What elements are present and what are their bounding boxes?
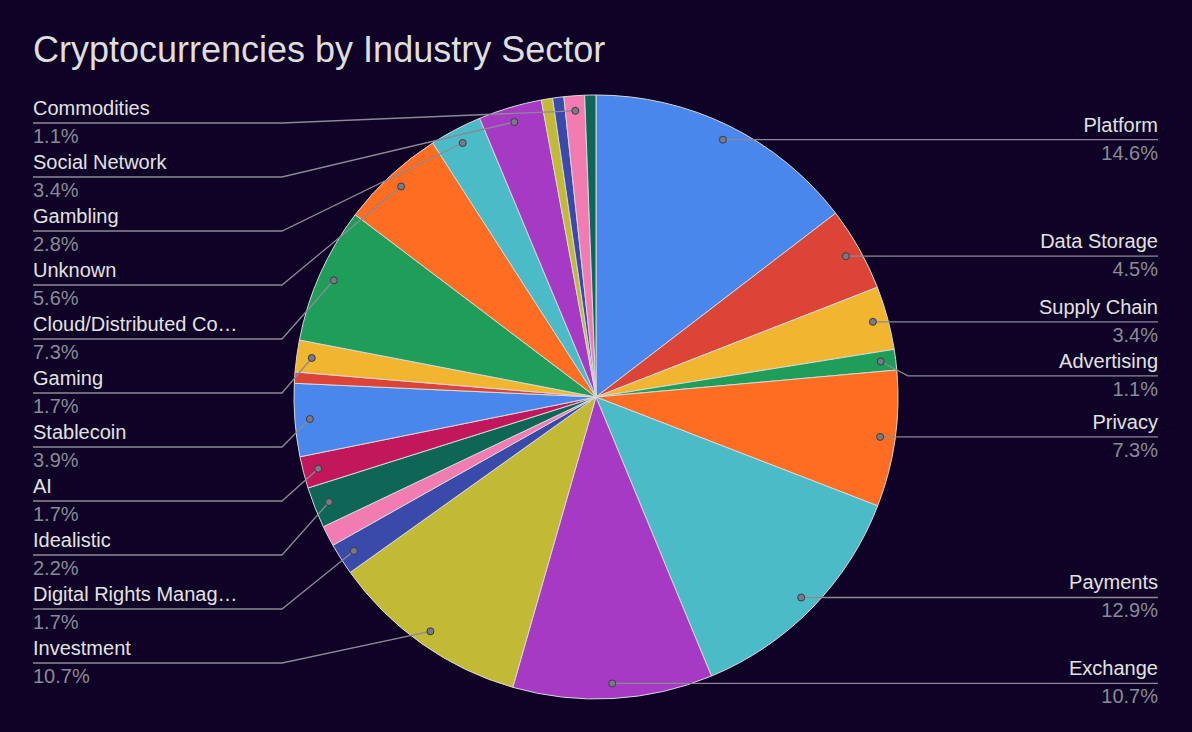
label-value: 1.7% (33, 395, 79, 417)
label-name: Platform (1084, 114, 1158, 136)
labels: Commodities 1.1% Social Network 3.4% Gamblin… (33, 97, 1158, 707)
leader-line (33, 358, 312, 393)
label-name: Gambling (33, 205, 119, 227)
leader-line (33, 502, 329, 555)
leader-dot (869, 318, 876, 325)
leader-dot (877, 358, 884, 365)
slice (564, 95, 596, 397)
leader-line (612, 683, 1158, 684)
leader-dot (330, 277, 337, 284)
label-value: 7.3% (33, 341, 79, 363)
label-name: Stablecoin (33, 421, 126, 443)
label-name: Supply Chain (1039, 296, 1158, 318)
leader-line (723, 139, 1158, 140)
leader-dot (798, 594, 805, 601)
leader-line (33, 280, 334, 339)
leader-line (33, 122, 514, 177)
background (0, 0, 1192, 732)
slice (585, 95, 596, 397)
label-value: 10.7% (1101, 685, 1158, 707)
label-value: 5.6% (33, 287, 79, 309)
label-value: 4.5% (1112, 258, 1158, 280)
leader-line (873, 321, 1158, 322)
leader-dot (877, 433, 884, 440)
leader-line (33, 551, 354, 609)
label-value: 2.8% (33, 233, 79, 255)
leader-line (801, 597, 1158, 598)
label-name: Gaming (33, 367, 103, 389)
leader-line (33, 469, 318, 501)
leader-line (33, 143, 463, 231)
label-value: 1.7% (33, 503, 79, 525)
label-value: 1.1% (1112, 378, 1158, 400)
leader-dot (308, 355, 315, 362)
label-name: Social Network (33, 151, 167, 173)
label-value: 1.7% (33, 611, 79, 633)
leader-line (880, 436, 1158, 437)
label-name: Idealistic (33, 529, 111, 551)
label-name: Privacy (1092, 411, 1158, 433)
leader-dot (719, 136, 726, 143)
label-value: 2.2% (33, 557, 79, 579)
leader-dot (609, 680, 616, 687)
leader-dot (350, 548, 357, 555)
leader-dot (511, 119, 518, 126)
leader-dot (326, 499, 333, 506)
leader-dot (306, 416, 313, 423)
leader-line (33, 187, 401, 286)
leader-dot (427, 628, 434, 635)
pie (294, 95, 898, 699)
title: Cryptocurrencies by Industry Sector (33, 29, 605, 70)
leader-dot (398, 183, 405, 190)
label-name: AI (33, 475, 52, 497)
chart: Cryptocurrencies by Industry Sector Commo… (0, 0, 1192, 732)
label-name: Cloud/Distributed Co… (33, 313, 238, 335)
label-value: 12.9% (1101, 599, 1158, 621)
label-name: Investment (33, 637, 131, 659)
leader-line (846, 256, 1158, 257)
label-name: Payments (1069, 571, 1158, 593)
leader-dot (842, 253, 849, 260)
label-name: Exchange (1069, 657, 1158, 679)
leader-line (33, 631, 430, 663)
label-name: Advertising (1059, 350, 1158, 372)
label-name: Digital Rights Manag… (33, 583, 238, 605)
label-value: 1.1% (33, 125, 79, 147)
leader-dot (315, 465, 322, 472)
label-value: 3.4% (33, 179, 79, 201)
label-value: 10.7% (33, 665, 90, 687)
label-value: 3.4% (1112, 324, 1158, 346)
label-value: 14.6% (1101, 142, 1158, 164)
label-name: Commodities (33, 97, 150, 119)
leader-line (33, 419, 310, 447)
label-value: 3.9% (33, 449, 79, 471)
label-name: Unknown (33, 259, 116, 281)
label-name: Data Storage (1040, 230, 1158, 252)
leader-dot (572, 107, 579, 114)
label-value: 7.3% (1112, 439, 1158, 461)
leader-dot (459, 140, 466, 147)
